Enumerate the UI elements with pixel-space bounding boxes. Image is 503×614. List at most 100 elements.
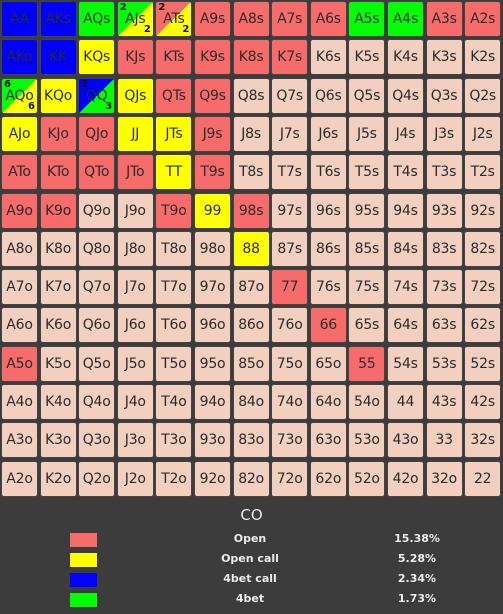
hand-cell-a3s[interactable]: A3s: [425, 1, 463, 37]
hand-cell-ajs[interactable]: AJs 2 2: [116, 1, 154, 37]
hand-cell-76s[interactable]: 76s: [309, 269, 347, 306]
hand-cell-86s[interactable]: 86s: [309, 230, 347, 267]
hand-cell-63s[interactable]: 63s: [425, 307, 463, 344]
hand-cell-85o[interactable]: 85o: [232, 345, 270, 382]
hand-cell-a6o[interactable]: A6o: [1, 307, 38, 344]
hand-cell-jj[interactable]: JJ: [116, 115, 154, 152]
hand-cell-75o[interactable]: 75o: [271, 345, 309, 382]
hand-cell-k4o[interactable]: K4o: [39, 384, 77, 420]
hand-cell-74o[interactable]: 74o: [271, 384, 309, 420]
hand-cell-63o[interactable]: 63o: [309, 422, 347, 459]
hand-cell-33[interactable]: 33: [425, 422, 463, 459]
hand-cell-k6o[interactable]: K6o: [39, 307, 77, 344]
hand-cell-99[interactable]: 99: [194, 192, 231, 229]
hand-cell-k9s[interactable]: K9s: [194, 39, 231, 76]
hand-cell-96s[interactable]: 96s: [309, 192, 347, 229]
hand-cell-t7o[interactable]: T7o: [155, 269, 193, 306]
hand-cell-q3s[interactable]: Q3s: [425, 77, 463, 114]
hand-cell-66[interactable]: 66: [309, 307, 347, 344]
hand-cell-q9s[interactable]: Q9s: [194, 77, 231, 114]
hand-cell-j5o[interactable]: J5o: [116, 345, 154, 382]
hand-cell-95o[interactable]: 95o: [194, 345, 231, 382]
hand-cell-83o[interactable]: 83o: [232, 422, 270, 459]
hand-cell-aks[interactable]: AKs: [39, 1, 77, 37]
hand-cell-qq[interactable]: QQ 2 3: [78, 77, 116, 114]
hand-cell-74s[interactable]: 74s: [387, 269, 424, 306]
hand-cell-54s[interactable]: 54s: [387, 345, 424, 382]
hand-cell-kjo[interactable]: KJo: [39, 115, 77, 152]
hand-cell-43o[interactable]: 43o: [387, 422, 424, 459]
hand-cell-a8o[interactable]: A8o: [1, 230, 38, 267]
hand-cell-65o[interactable]: 65o: [309, 345, 347, 382]
hand-cell-aqs[interactable]: AQs: [78, 1, 116, 37]
hand-cell-q2o[interactable]: Q2o: [78, 460, 116, 497]
hand-cell-t9s[interactable]: T9s: [194, 154, 231, 191]
hand-cell-j6s[interactable]: J6s: [309, 115, 347, 152]
hand-cell-a5s[interactable]: A5s: [348, 1, 386, 37]
hand-cell-q5s[interactable]: Q5s: [348, 77, 386, 114]
hand-cell-k6s[interactable]: K6s: [309, 39, 347, 76]
hand-cell-a9o[interactable]: A9o: [1, 192, 38, 229]
hand-cell-t6o[interactable]: T6o: [155, 307, 193, 344]
hand-cell-87o[interactable]: 87o: [232, 269, 270, 306]
hand-cell-kk[interactable]: KK: [39, 39, 77, 76]
hand-cell-54o[interactable]: 54o: [348, 384, 386, 420]
hand-cell-72o[interactable]: 72o: [271, 460, 309, 497]
hand-cell-q7o[interactable]: Q7o: [78, 269, 116, 306]
hand-cell-k2o[interactable]: K2o: [39, 460, 77, 497]
hand-cell-qts[interactable]: QTs: [155, 77, 193, 114]
hand-cell-72s[interactable]: 72s: [464, 269, 502, 306]
hand-cell-q3o[interactable]: Q3o: [78, 422, 116, 459]
hand-cell-q2s[interactable]: Q2s: [464, 77, 502, 114]
hand-cell-t4s[interactable]: T4s: [387, 154, 424, 191]
hand-cell-43s[interactable]: 43s: [425, 384, 463, 420]
hand-cell-a4o[interactable]: A4o: [1, 384, 38, 420]
hand-cell-ato[interactable]: ATo: [1, 154, 38, 191]
hand-cell-q6s[interactable]: Q6s: [309, 77, 347, 114]
hand-cell-42s[interactable]: 42s: [464, 384, 502, 420]
hand-cell-82s[interactable]: 82s: [464, 230, 502, 267]
hand-cell-83s[interactable]: 83s: [425, 230, 463, 267]
hand-cell-32o[interactable]: 32o: [425, 460, 463, 497]
hand-cell-97o[interactable]: 97o: [194, 269, 231, 306]
hand-cell-t5s[interactable]: T5s: [348, 154, 386, 191]
hand-cell-42o[interactable]: 42o: [387, 460, 424, 497]
hand-cell-62o[interactable]: 62o: [309, 460, 347, 497]
hand-cell-k8o[interactable]: K8o: [39, 230, 77, 267]
hand-cell-qto[interactable]: QTo: [78, 154, 116, 191]
hand-cell-j7s[interactable]: J7s: [271, 115, 309, 152]
hand-cell-97s[interactable]: 97s: [271, 192, 309, 229]
hand-cell-jts[interactable]: JTs: [155, 115, 193, 152]
hand-cell-kqs[interactable]: KQs: [78, 39, 116, 76]
hand-cell-t7s[interactable]: T7s: [271, 154, 309, 191]
hand-cell-k9o[interactable]: K9o: [39, 192, 77, 229]
hand-cell-qjs[interactable]: QJs: [116, 77, 154, 114]
hand-cell-52o[interactable]: 52o: [348, 460, 386, 497]
hand-cell-94o[interactable]: 94o: [194, 384, 231, 420]
hand-cell-95s[interactable]: 95s: [348, 192, 386, 229]
hand-cell-k8s[interactable]: K8s: [232, 39, 270, 76]
hand-cell-84o[interactable]: 84o: [232, 384, 270, 420]
hand-cell-75s[interactable]: 75s: [348, 269, 386, 306]
hand-cell-a2o[interactable]: A2o: [1, 460, 38, 497]
hand-cell-a5o[interactable]: A5o: [1, 345, 38, 382]
hand-cell-q7s[interactable]: Q7s: [271, 77, 309, 114]
hand-cell-77[interactable]: 77: [271, 269, 309, 306]
hand-cell-kto[interactable]: KTo: [39, 154, 77, 191]
hand-cell-k5s[interactable]: K5s: [348, 39, 386, 76]
hand-cell-q6o[interactable]: Q6o: [78, 307, 116, 344]
hand-cell-j2o[interactable]: J2o: [116, 460, 154, 497]
hand-cell-q8o[interactable]: Q8o: [78, 230, 116, 267]
hand-cell-kjs[interactable]: KJs: [116, 39, 154, 76]
hand-cell-t4o[interactable]: T4o: [155, 384, 193, 420]
hand-cell-t5o[interactable]: T5o: [155, 345, 193, 382]
hand-cell-87s[interactable]: 87s: [271, 230, 309, 267]
hand-cell-t3s[interactable]: T3s: [425, 154, 463, 191]
hand-cell-k3s[interactable]: K3s: [425, 39, 463, 76]
hand-cell-kqo[interactable]: KQo: [39, 77, 77, 114]
hand-cell-a9s[interactable]: A9s: [194, 1, 231, 37]
hand-cell-t2o[interactable]: T2o: [155, 460, 193, 497]
hand-cell-ajo[interactable]: AJo: [1, 115, 38, 152]
hand-cell-62s[interactable]: 62s: [464, 307, 502, 344]
hand-cell-93s[interactable]: 93s: [425, 192, 463, 229]
